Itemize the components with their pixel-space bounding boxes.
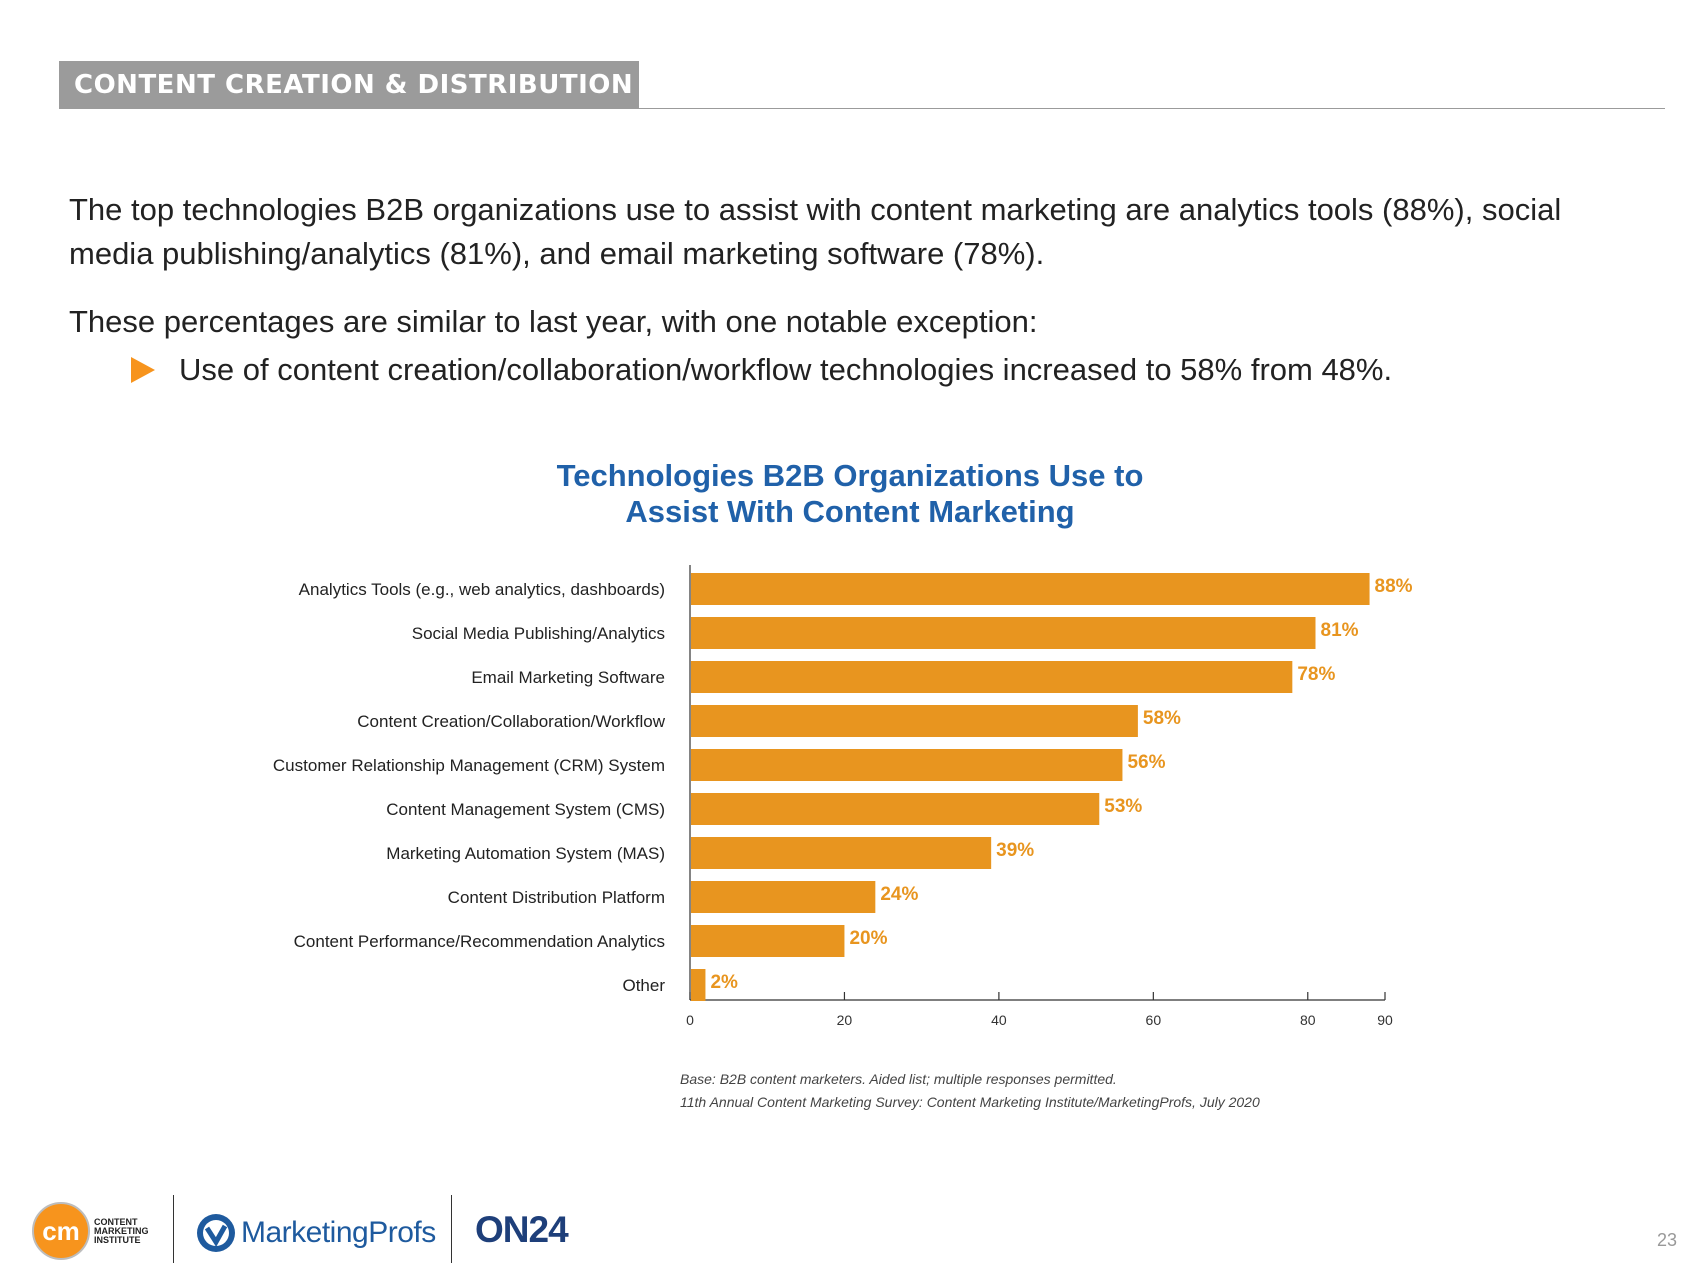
chart-title: Technologies B2B Organizations Use to As… (440, 458, 1260, 530)
marketingprofs-logo: MarketingProfs (195, 1212, 436, 1254)
data-label: 56% (1127, 752, 1165, 773)
cmi-logo: cm CONTENT MARKETING INSTITUTE (32, 1202, 152, 1260)
category-label: Social Media Publishing/Analytics (412, 624, 665, 643)
x-tick-label: 40 (991, 1012, 1007, 1028)
category-label: Other (622, 976, 665, 995)
x-tick-label: 60 (1146, 1012, 1162, 1028)
bar (691, 573, 1370, 605)
data-label: 39% (996, 840, 1034, 861)
bar (691, 793, 1100, 825)
bar (691, 881, 876, 913)
category-label: Content Management System (CMS) (386, 800, 665, 819)
bar (691, 837, 992, 869)
page-number: 23 (1657, 1230, 1678, 1250)
data-label: 24% (880, 884, 918, 905)
category-label: Analytics Tools (e.g., web analytics, da… (299, 580, 665, 599)
data-label: 2% (710, 972, 738, 993)
x-tick-label: 80 (1300, 1012, 1316, 1028)
bar (691, 617, 1316, 649)
cmi-circle-icon: cm (32, 1202, 90, 1260)
category-label: Content Distribution Platform (448, 888, 665, 907)
source-line-1: Base: B2B content marketers. Aided list;… (680, 1071, 1117, 1087)
triangle-bullet-icon (131, 357, 155, 383)
footer-logos: cm CONTENT MARKETING INSTITUTE Marketing… (32, 1195, 592, 1265)
on24-logo: ON24 (475, 1209, 569, 1250)
category-label: Customer Relationship Management (CRM) S… (273, 756, 665, 775)
x-tick-label: 0 (686, 1012, 694, 1028)
marketingprofs-icon (197, 1214, 235, 1252)
bar (691, 705, 1138, 737)
logo-separator (173, 1195, 174, 1263)
bar (691, 661, 1293, 693)
bar (691, 749, 1123, 781)
category-label: Marketing Automation System (MAS) (386, 844, 665, 863)
bar (691, 925, 845, 957)
intro-paragraph-1: The top technologies B2B organizations u… (69, 192, 1562, 271)
logo-separator (451, 1195, 452, 1263)
data-label: 20% (849, 928, 887, 949)
intro-text: The top technologies B2B organizations u… (69, 188, 1629, 344)
bar (691, 969, 706, 1001)
x-tick-label: 20 (837, 1012, 853, 1028)
chart-source: Base: B2B content marketers. Aided list;… (680, 1068, 1260, 1114)
category-label: Content Creation/Collaboration/Workflow (357, 712, 665, 731)
data-label: 88% (1375, 576, 1413, 597)
bar-chart: 0 20 40 60 80 90 Analytics Tools (e.g., web an… (273, 565, 1413, 1028)
section-header: CONTENT CREATION & DISTRIBUTION (59, 61, 639, 109)
data-label: 78% (1297, 664, 1335, 685)
x-tick-label: 90 (1377, 1012, 1393, 1028)
category-label: Content Performance/Recommendation Analy… (294, 932, 665, 951)
data-label: 81% (1321, 620, 1359, 641)
intro-paragraph-2: These percentages are similar to last ye… (69, 304, 1038, 339)
bullet-text: Use of content creation/collaboration/wo… (179, 352, 1393, 387)
bullet-item: Use of content creation/collaboration/wo… (131, 352, 1392, 388)
svg-text:cm: cm (42, 1216, 80, 1246)
cmi-logo-text: CONTENT MARKETING INSTITUTE (94, 1216, 149, 1245)
chart-title-line-1: Technologies B2B Organizations Use to (556, 458, 1144, 493)
data-label: 53% (1104, 796, 1142, 817)
data-label: 58% (1143, 708, 1181, 729)
header-rule (639, 108, 1665, 109)
category-label: Email Marketing Software (471, 668, 665, 687)
marketingprofs-logo-text: MarketingProfs (241, 1216, 436, 1249)
chart-title-line-2: Assist With Content Marketing (625, 494, 1075, 529)
source-line-2: 11th Annual Content Marketing Survey: Co… (680, 1094, 1260, 1110)
